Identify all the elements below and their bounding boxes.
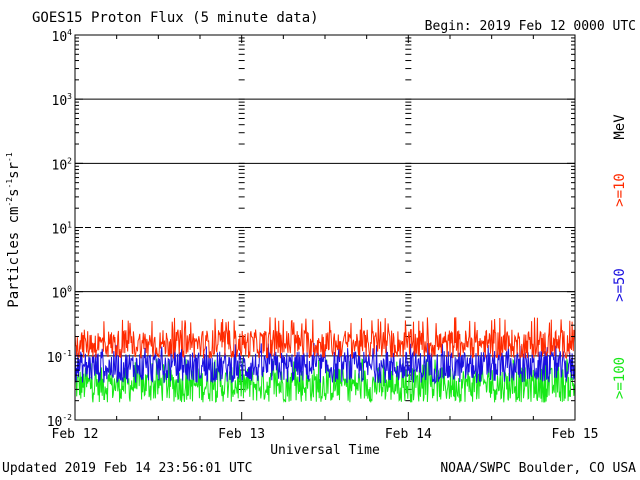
series-line-ge100 — [74, 358, 576, 403]
y-tick-label: 100 — [52, 285, 73, 302]
series-line-ge10 — [74, 317, 576, 360]
x-axis-label: Universal Time — [270, 443, 380, 458]
x-tick-label: Feb 14 — [385, 427, 432, 442]
x-tick-label: Feb 13 — [218, 427, 265, 442]
y-tick-label: 101 — [52, 221, 73, 238]
y-tick-label: 10-1 — [47, 349, 72, 366]
x-tick-label: Feb 12 — [52, 427, 99, 442]
y-tick-label: 104 — [52, 28, 73, 45]
legend-ge50: >=50 — [612, 268, 628, 302]
chart-title: GOES15 Proton Flux (5 minute data) — [32, 10, 319, 26]
source-credit: NOAA/SWPC Boulder, CO USA — [440, 461, 636, 476]
legend-unit: MeV — [612, 114, 628, 140]
y-axis-label: Particles cm-2s-1sr-1 — [5, 152, 22, 308]
updated-timestamp: Updated 2019 Feb 14 23:56:01 UTC — [2, 461, 252, 476]
legend-ge100: >=100 — [612, 357, 628, 399]
y-tick-label: 103 — [52, 92, 73, 109]
begin-time: Begin: 2019 Feb 12 0000 UTC — [425, 19, 636, 34]
x-tick-label: Feb 15 — [552, 427, 599, 442]
y-tick-label: 102 — [52, 156, 73, 173]
y-tick-label: 10-2 — [47, 413, 72, 430]
legend-ge10: >=10 — [612, 173, 628, 207]
